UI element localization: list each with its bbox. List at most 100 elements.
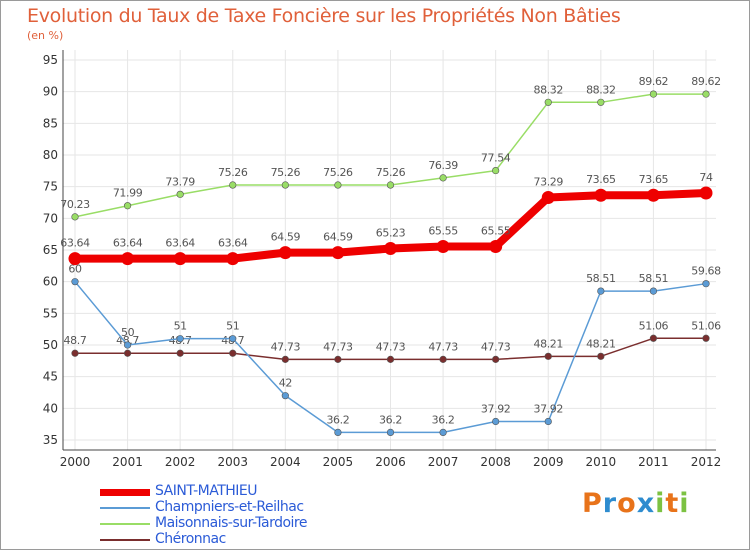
data-point <box>541 190 555 204</box>
legend-label: SAINT-MATHIEU <box>155 483 258 499</box>
data-point <box>173 252 187 266</box>
data-label: 71.99 <box>113 187 143 200</box>
data-point <box>386 428 395 437</box>
data-point <box>439 355 447 363</box>
data-point <box>123 341 132 349</box>
data-label: 47.73 <box>376 340 406 353</box>
data-label: 89.62 <box>691 75 721 88</box>
logo-letter: i <box>679 488 690 519</box>
data-label: 75.26 <box>271 166 301 179</box>
data-label: 36.2 <box>326 413 349 426</box>
y-tick-label: 95 <box>43 53 58 67</box>
data-point <box>702 334 710 342</box>
data-label: 75.26 <box>218 166 248 179</box>
logo-letter: P <box>582 488 603 519</box>
data-label: 36.2 <box>379 413 402 426</box>
y-tick-label: 60 <box>43 275 58 289</box>
data-label: 75.26 <box>323 166 353 179</box>
data-label: 47.73 <box>481 340 511 353</box>
y-tick-label: 70 <box>43 211 58 225</box>
data-label: 75.26 <box>376 166 406 179</box>
legend-swatch <box>100 488 150 496</box>
data-point <box>176 190 184 198</box>
x-tick-label: 2007 <box>428 455 459 469</box>
data-point <box>334 428 342 437</box>
data-point <box>384 242 397 256</box>
x-tick-label: 2010 <box>586 455 617 469</box>
data-point <box>649 90 658 98</box>
series-2: 70.23 71.99 73.79 75.26 75.26 75.26 75.26 76.39… <box>60 75 721 221</box>
data-label: 74 <box>699 171 713 184</box>
data-point <box>597 352 605 360</box>
data-label: 59.68 <box>691 265 721 278</box>
line-chart: 35 40 45 50 55 60 65 70 75 80 85 90 95 2000 2001 2002 20… <box>43 50 722 469</box>
data-point <box>386 181 395 189</box>
x-tick-label: 2004 <box>270 455 301 469</box>
data-label: 73.29 <box>534 175 564 188</box>
data-point <box>229 335 237 343</box>
series-1: 60 50 51 51 42 36.2 36.2 36.2 37.92 37.92 58.51 58.… <box>68 263 722 437</box>
data-label: 73.65 <box>586 173 616 186</box>
data-point <box>278 246 292 260</box>
data-label: 64.59 <box>271 231 301 244</box>
data-point <box>544 352 552 360</box>
data-label: 73.79 <box>165 175 195 188</box>
data-label: 47.73 <box>323 340 353 353</box>
grid <box>63 50 716 450</box>
data-label: 88.32 <box>586 83 616 96</box>
x-tick-label: 2005 <box>323 455 354 469</box>
data-label: 48.21 <box>534 337 564 350</box>
data-label: 65.55 <box>428 225 458 238</box>
data-label: 42 <box>279 377 292 390</box>
legend-label: Champniers-et-Reilhac <box>155 499 304 515</box>
y-tick-label: 35 <box>43 433 58 447</box>
y-tick-label: 65 <box>43 243 58 257</box>
x-tick-label: 2011 <box>638 455 669 469</box>
data-point <box>597 98 605 106</box>
y-tick-label: 55 <box>43 306 58 320</box>
data-label: 65.55 <box>481 225 511 238</box>
data-point <box>492 355 500 363</box>
data-label: 51.06 <box>691 319 721 332</box>
x-tick-label: 2012 <box>691 455 722 469</box>
data-label: 73.65 <box>639 173 669 186</box>
data-point <box>544 98 552 106</box>
x-tick-label: 2009 <box>533 455 564 469</box>
data-point <box>492 417 500 426</box>
chart-title: Evolution du Taux de Taxe Foncière sur l… <box>27 5 621 27</box>
data-point <box>489 240 503 254</box>
y-tick-label: 85 <box>43 116 58 130</box>
data-point <box>121 252 135 266</box>
y-tick-label: 40 <box>43 401 58 415</box>
data-point <box>281 181 289 189</box>
data-point <box>281 355 289 363</box>
data-point <box>649 287 658 295</box>
data-label: 50 <box>121 326 135 339</box>
y-tick-label: 45 <box>43 370 58 384</box>
data-point <box>492 166 500 175</box>
data-label: 89.62 <box>639 75 669 88</box>
data-label: 37.92 <box>481 403 511 416</box>
data-point <box>71 349 79 357</box>
data-label: 63.64 <box>60 237 90 250</box>
logo-letter: t <box>665 488 680 519</box>
y-tick-label: 75 <box>43 180 58 194</box>
data-point <box>597 287 605 295</box>
data-label: 48.21 <box>586 337 616 350</box>
chart-subtitle: (en %) <box>27 29 64 42</box>
data-label: 64.59 <box>323 231 353 244</box>
series-0: 63.64 63.64 63.64 63.64 64.59 64.59 65.23 65.55… <box>60 171 713 266</box>
data-point <box>331 246 345 260</box>
data-point <box>439 174 447 182</box>
legend-swatch <box>100 539 150 541</box>
data-point <box>649 334 658 342</box>
x-tick-label: 2003 <box>217 455 248 469</box>
logo-letter: x <box>636 488 656 519</box>
data-label: 77.54 <box>481 152 511 165</box>
legend-label: Chéronnac <box>155 531 226 547</box>
data-point <box>176 335 184 343</box>
data-label: 60 <box>68 263 82 276</box>
x-tick-label: 2006 <box>375 455 406 469</box>
x-tick-label: 2000 <box>60 455 91 469</box>
data-label: 36.2 <box>432 413 455 426</box>
